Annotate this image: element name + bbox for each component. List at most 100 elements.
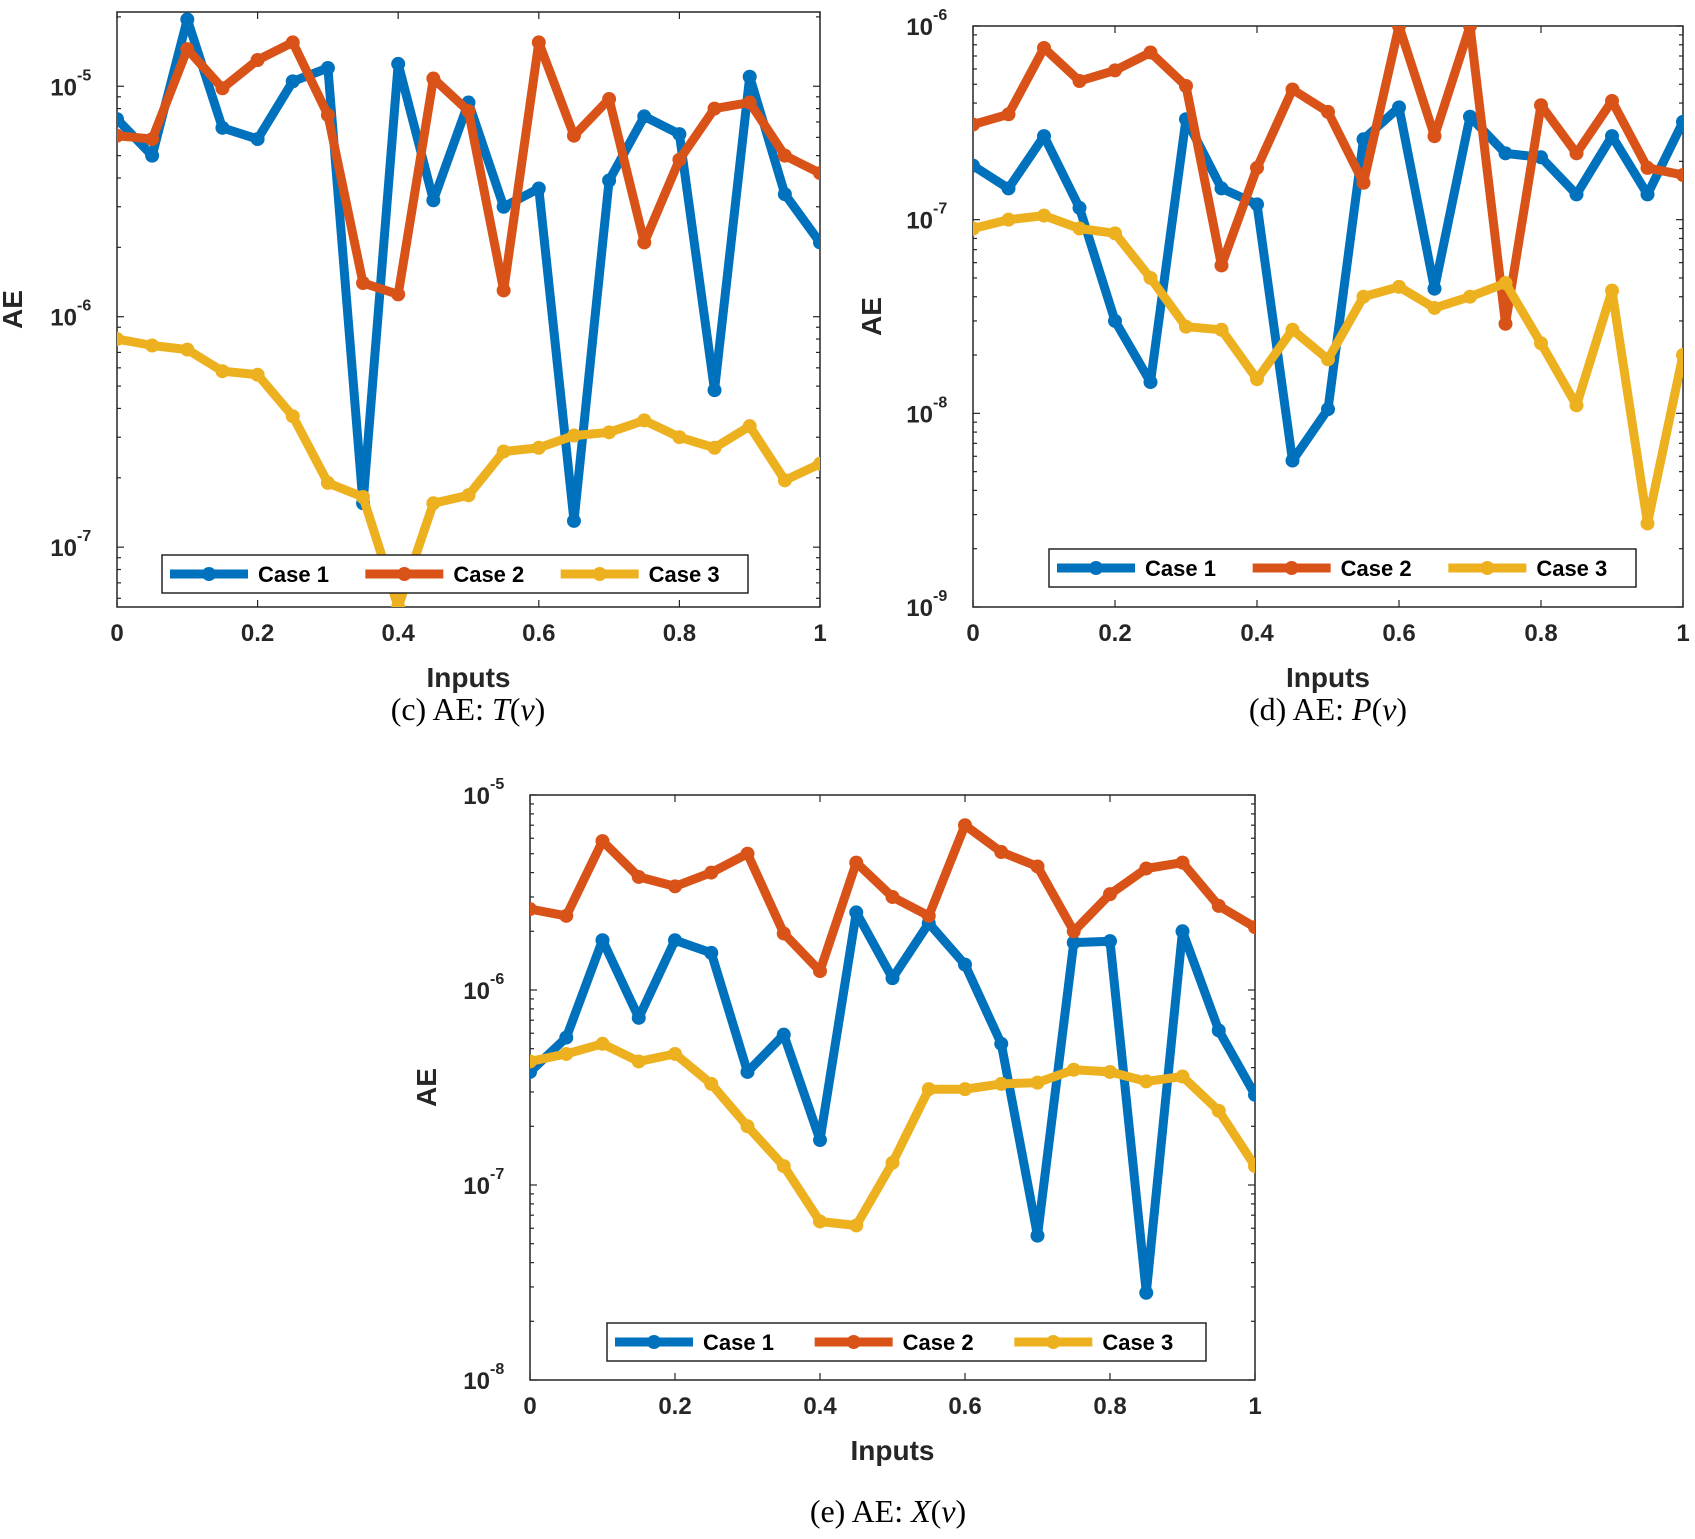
legend-label-case-3: Case 3 bbox=[649, 562, 720, 587]
data-point-case-2 bbox=[531, 35, 546, 50]
data-point-case-3 bbox=[496, 444, 511, 459]
legend-marker-case-3 bbox=[1480, 561, 1495, 575]
y-tick-label: 10 -7 bbox=[50, 528, 91, 562]
x-tick-label: 0.6 bbox=[948, 1393, 981, 1420]
data-point-case-2 bbox=[1066, 924, 1081, 939]
data-point-case-3 bbox=[668, 1046, 682, 1061]
data-point-case-2 bbox=[1605, 93, 1619, 108]
y-tick-base: 10 bbox=[906, 401, 933, 428]
data-point-case-1 bbox=[1001, 181, 1016, 196]
caption-close: ) bbox=[1396, 691, 1407, 727]
data-point-case-1 bbox=[704, 945, 719, 960]
data-point-case-3 bbox=[742, 419, 757, 434]
data-point-case-2 bbox=[356, 276, 371, 291]
data-point-case-3 bbox=[885, 1155, 900, 1170]
data-point-case-1 bbox=[1676, 114, 1683, 129]
data-point-case-1 bbox=[1139, 1285, 1154, 1300]
series-group bbox=[117, 12, 820, 607]
data-point-case-3 bbox=[391, 600, 406, 607]
data-point-case-2 bbox=[777, 148, 792, 163]
data-point-case-2 bbox=[1569, 146, 1584, 161]
data-point-case-3 bbox=[707, 440, 722, 455]
data-point-case-3 bbox=[215, 364, 230, 379]
data-point-case-3 bbox=[530, 1054, 537, 1069]
data-point-case-3 bbox=[994, 1076, 1009, 1091]
caption-prefix: (e) AE: bbox=[810, 1493, 911, 1529]
data-point-case-3 bbox=[461, 488, 476, 503]
data-point-case-3 bbox=[595, 1036, 610, 1051]
data-point-case-1 bbox=[973, 158, 980, 173]
x-tick-label: 1 bbox=[1248, 1393, 1261, 1420]
data-point-case-2 bbox=[1037, 40, 1051, 55]
data-point-case-3 bbox=[1285, 322, 1300, 337]
data-point-case-3 bbox=[1463, 289, 1477, 304]
data-point-case-1 bbox=[1103, 934, 1117, 949]
data-point-case-2 bbox=[320, 108, 335, 123]
y-tick-label: 10 -5 bbox=[50, 67, 91, 101]
legend-marker-case-2 bbox=[846, 1335, 861, 1349]
data-point-case-3 bbox=[1139, 1074, 1154, 1089]
data-point-case-1 bbox=[391, 56, 406, 71]
caption-open: ( bbox=[510, 691, 521, 727]
y-tick-label: 10 -9 bbox=[906, 588, 947, 622]
data-point-case-1 bbox=[559, 1030, 574, 1045]
data-point-case-2 bbox=[250, 52, 265, 67]
y-tick-label: 10 -6 bbox=[906, 7, 947, 41]
y-tick-base: 10 bbox=[906, 208, 933, 235]
legend: Case 1 Case 2 Case 3 bbox=[161, 554, 749, 594]
data-point-case-2 bbox=[1030, 859, 1045, 874]
data-point-case-2 bbox=[1250, 160, 1264, 175]
x-tick-label: 0.8 bbox=[663, 620, 696, 647]
y-tick-exponent: -7 bbox=[77, 528, 91, 545]
data-point-case-2 bbox=[1321, 104, 1335, 119]
data-point-case-3 bbox=[1037, 208, 1051, 223]
x-tick-label: 0.2 bbox=[658, 1393, 691, 1420]
caption: (e) AE: X(v) bbox=[810, 1493, 966, 1529]
data-point-case-1 bbox=[849, 905, 864, 920]
caption-prefix: (c) AE: bbox=[391, 691, 492, 727]
data-point-case-1 bbox=[117, 112, 124, 127]
data-point-case-1 bbox=[1463, 109, 1477, 124]
y-tick-label: 10 -7 bbox=[463, 1166, 504, 1200]
data-point-case-2 bbox=[742, 95, 757, 110]
data-point-case-1 bbox=[1356, 132, 1371, 147]
y-tick-label: 10 -7 bbox=[906, 201, 947, 235]
x-tick-label: 0.8 bbox=[1093, 1393, 1126, 1420]
data-point-case-2 bbox=[740, 846, 755, 861]
data-point-case-3 bbox=[1427, 300, 1442, 315]
data-point-case-1 bbox=[1569, 187, 1584, 202]
x-tick-label: 0.2 bbox=[1098, 620, 1131, 647]
x-tick-label: 0.8 bbox=[1524, 620, 1557, 647]
data-point-case-1 bbox=[742, 69, 757, 84]
data-point-case-3 bbox=[1605, 283, 1619, 298]
data-point-case-3 bbox=[637, 413, 652, 428]
data-point-case-3 bbox=[250, 367, 265, 382]
y-tick-base: 10 bbox=[906, 595, 933, 622]
data-point-case-3 bbox=[921, 1082, 936, 1097]
legend-marker-case-1 bbox=[647, 1335, 661, 1349]
data-point-case-1 bbox=[566, 513, 581, 528]
data-point-case-1 bbox=[250, 132, 265, 147]
data-point-case-2 bbox=[1676, 168, 1683, 183]
data-point-case-3 bbox=[1569, 398, 1584, 413]
data-point-case-2 bbox=[973, 117, 980, 132]
legend-box bbox=[606, 1322, 1207, 1362]
data-point-case-2 bbox=[1214, 258, 1229, 273]
data-point-case-2 bbox=[1392, 26, 1406, 33]
data-point-case-3 bbox=[180, 342, 195, 357]
y-tick-exponent: -8 bbox=[933, 394, 947, 411]
data-point-case-2 bbox=[426, 71, 441, 86]
data-point-case-2 bbox=[566, 128, 581, 143]
data-point-case-3 bbox=[1321, 352, 1335, 367]
data-point-case-3 bbox=[117, 332, 124, 347]
data-point-case-3 bbox=[849, 1218, 864, 1233]
data-point-case-1 bbox=[602, 173, 617, 188]
data-point-case-2 bbox=[461, 104, 476, 119]
x-tick-label: 0 bbox=[110, 620, 123, 647]
y-tick-label: 10 -8 bbox=[463, 1361, 504, 1395]
data-point-case-3 bbox=[631, 1054, 646, 1069]
data-point-case-2 bbox=[1108, 63, 1122, 78]
data-point-case-1 bbox=[958, 957, 972, 972]
data-point-case-1 bbox=[285, 74, 300, 89]
